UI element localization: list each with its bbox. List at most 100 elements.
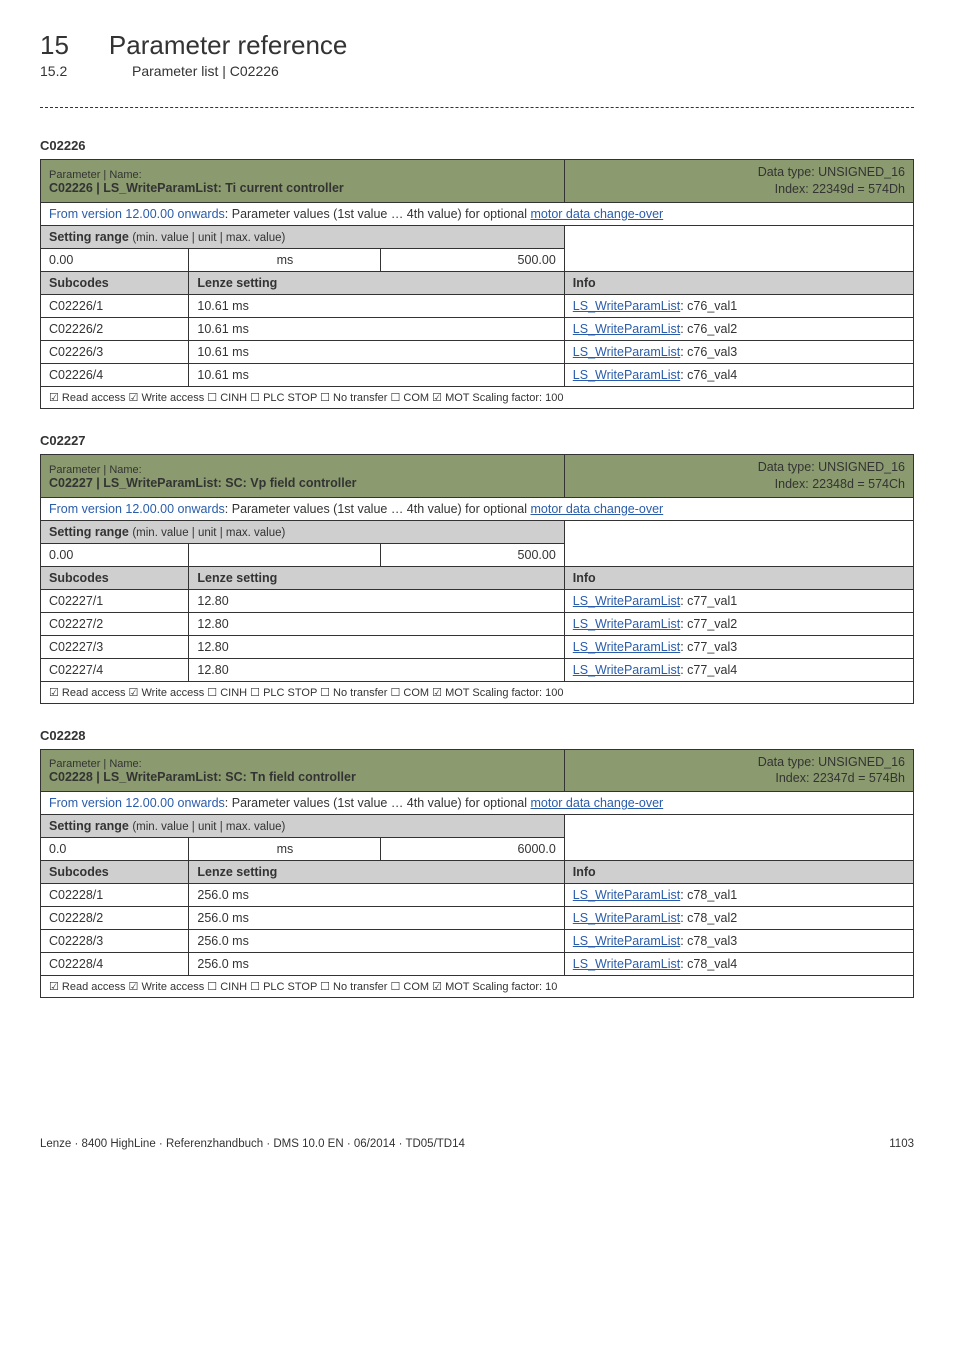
data-type: Data type: UNSIGNED_16 [758,755,905,769]
param-meta-cell: Data type: UNSIGNED_16 Index: 22347d = 5… [564,749,913,792]
table-row: C02227/4 12.80 LS_WriteParamList: c77_va… [41,658,914,681]
version-note: From version 12.00.00 onwards: Parameter… [41,497,914,520]
info-cell: LS_WriteParamList: c78_val1 [564,884,913,907]
access-footer-row: ☑ Read access ☑ Write access ☐ CINH ☐ PL… [41,681,914,703]
info-cell: LS_WriteParamList: c76_val3 [564,340,913,363]
blank-cell [564,225,913,271]
version-prefix: From version 12.00.00 onwards [49,207,225,221]
param-name-cell: Parameter | Name: C02228 | LS_WriteParam… [41,749,565,792]
info-link[interactable]: LS_WriteParamList [573,368,680,382]
subcode-header-row: Subcodes Lenze setting Info [41,861,914,884]
chapter-number: 15 [40,30,69,61]
version-note-row: From version 12.00.00 onwards: Parameter… [41,202,914,225]
info-cell: LS_WriteParamList: c77_val1 [564,589,913,612]
info-link[interactable]: LS_WriteParamList [573,911,680,925]
subcode: C02227/3 [41,635,189,658]
param-name-cell: Parameter | Name: C02227 | LS_WriteParam… [41,454,565,497]
lenze-setting: 256.0 ms [189,907,564,930]
param-table-C02227: Parameter | Name: C02227 | LS_WriteParam… [40,454,914,704]
version-link[interactable]: motor data change-over [531,796,664,810]
chapter-line: 15 Parameter reference [40,30,914,61]
param-table-C02228: Parameter | Name: C02228 | LS_WriteParam… [40,749,914,999]
setting-range-label: Setting range [49,819,132,833]
info-suffix: : c78_val2 [680,911,737,925]
version-mid: : Parameter values (1st value … 4th valu… [225,502,531,516]
anchor-C02228: C02228 [40,728,914,743]
version-link[interactable]: motor data change-over [531,502,664,516]
section-line: 15.2 Parameter list | C02226 [40,63,914,79]
info-cell: LS_WriteParamList: c78_val2 [564,907,913,930]
page-header: 15 Parameter reference 15.2 Parameter li… [40,30,914,79]
info-suffix: : c77_val2 [680,617,737,631]
info-suffix: : c76_val4 [680,368,737,382]
subcodes-header: Subcodes [41,271,189,294]
lenze-header: Lenze setting [189,861,564,884]
access-footer: ☑ Read access ☑ Write access ☐ CINH ☐ PL… [41,386,914,408]
lenze-setting: 12.80 [189,589,564,612]
min-value: 0.0 [41,838,189,861]
setting-range-cell: Setting range (min. value | unit | max. … [41,815,565,838]
setting-range-row: Setting range (min. value | unit | max. … [41,225,914,248]
param-name: C02228 | LS_WriteParamList: SC: Tn field… [49,770,356,784]
info-link[interactable]: LS_WriteParamList [573,345,680,359]
anchor-C02227: C02227 [40,433,914,448]
table-row: C02227/3 12.80 LS_WriteParamList: c77_va… [41,635,914,658]
param-label: Parameter | Name: [49,169,142,181]
subcode: C02228/2 [41,907,189,930]
blank-cell [564,815,913,861]
table-header-row: Parameter | Name: C02226 | LS_WriteParam… [41,160,914,203]
subcode-header-row: Subcodes Lenze setting Info [41,566,914,589]
info-link[interactable]: LS_WriteParamList [573,957,680,971]
lenze-setting: 12.80 [189,612,564,635]
data-type: Data type: UNSIGNED_16 [758,165,905,179]
info-link[interactable]: LS_WriteParamList [573,663,680,677]
version-note-row: From version 12.00.00 onwards: Parameter… [41,497,914,520]
info-cell: LS_WriteParamList: c76_val1 [564,294,913,317]
version-note: From version 12.00.00 onwards: Parameter… [41,792,914,815]
info-link[interactable]: LS_WriteParamList [573,934,680,948]
subcode: C02228/3 [41,930,189,953]
info-link[interactable]: LS_WriteParamList [573,888,680,902]
info-suffix: : c78_val3 [680,934,737,948]
setting-range-row: Setting range (min. value | unit | max. … [41,815,914,838]
index: Index: 22347d = 574Bh [775,771,905,785]
table-row: C02228/1 256.0 ms LS_WriteParamList: c78… [41,884,914,907]
unit-value: ms [189,838,381,861]
info-cell: LS_WriteParamList: c78_val4 [564,953,913,976]
lenze-header: Lenze setting [189,566,564,589]
info-header: Info [564,861,913,884]
data-type: Data type: UNSIGNED_16 [758,460,905,474]
page-footer: Lenze · 8400 HighLine · Referenzhandbuch… [40,1138,914,1150]
info-cell: LS_WriteParamList: c78_val3 [564,930,913,953]
setting-range-label: Setting range [49,230,132,244]
param-table-C02226: Parameter | Name: C02226 | LS_WriteParam… [40,159,914,409]
version-mid: : Parameter values (1st value … 4th valu… [225,796,531,810]
access-footer: ☑ Read access ☑ Write access ☐ CINH ☐ PL… [41,681,914,703]
lenze-setting: 256.0 ms [189,953,564,976]
anchor-C02226: C02226 [40,138,914,153]
subcodes-header: Subcodes [41,566,189,589]
table-row: C02226/4 10.61 ms LS_WriteParamList: c76… [41,363,914,386]
table-row: C02227/2 12.80 LS_WriteParamList: c77_va… [41,612,914,635]
info-suffix: : c78_val1 [680,888,737,902]
info-link[interactable]: LS_WriteParamList [573,322,680,336]
table-header-row: Parameter | Name: C02228 | LS_WriteParam… [41,749,914,792]
info-link[interactable]: LS_WriteParamList [573,617,680,631]
param-name: C02226 | LS_WriteParamList: Ti current c… [49,181,344,195]
subcode-header-row: Subcodes Lenze setting Info [41,271,914,294]
info-link[interactable]: LS_WriteParamList [573,299,680,313]
info-cell: LS_WriteParamList: c77_val2 [564,612,913,635]
table-row: C02226/1 10.61 ms LS_WriteParamList: c76… [41,294,914,317]
version-link[interactable]: motor data change-over [531,207,664,221]
lenze-setting: 10.61 ms [189,363,564,386]
footer-left: Lenze · 8400 HighLine · Referenzhandbuch… [40,1138,465,1150]
info-link[interactable]: LS_WriteParamList [573,594,680,608]
param-meta-cell: Data type: UNSIGNED_16 Index: 22348d = 5… [564,454,913,497]
info-suffix: : c76_val2 [680,322,737,336]
info-link[interactable]: LS_WriteParamList [573,640,680,654]
setting-range-sub: (min. value | unit | max. value) [132,821,285,833]
info-header: Info [564,566,913,589]
info-cell: LS_WriteParamList: c77_val4 [564,658,913,681]
version-note: From version 12.00.00 onwards: Parameter… [41,202,914,225]
min-value: 0.00 [41,248,189,271]
